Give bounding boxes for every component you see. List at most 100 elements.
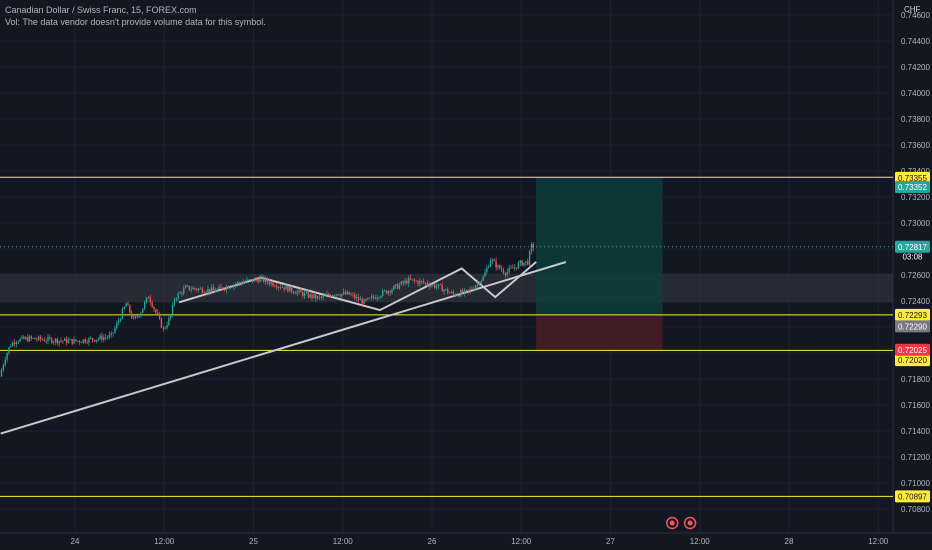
candle-body (97, 338, 99, 340)
candle-body (352, 294, 354, 296)
candle-body (378, 297, 380, 299)
candle-body (348, 291, 350, 295)
candle-body (110, 333, 112, 335)
candle-body (134, 316, 137, 319)
candle-body (51, 338, 53, 343)
candle-body (261, 276, 263, 278)
candle-body (467, 289, 469, 291)
candle-body (203, 292, 205, 294)
candle-body (515, 267, 518, 269)
symbol-title: Canadian Dollar / Swiss Franc, 15, FOREX… (5, 5, 197, 15)
candle-body (290, 286, 293, 292)
candle-body (448, 292, 451, 294)
candle-body (13, 342, 16, 344)
candle-body (307, 292, 310, 298)
candle-body (242, 282, 244, 284)
candle-body (259, 277, 261, 283)
candle-body (471, 289, 473, 290)
candle-body (88, 338, 90, 343)
candle-body (21, 336, 23, 339)
candle-body (277, 286, 280, 288)
candle-body (456, 295, 458, 297)
candle-body (474, 285, 477, 289)
candle-body (0, 369, 3, 377)
candle-body (461, 290, 464, 294)
candle-body (4, 359, 6, 365)
candle-body (69, 339, 72, 341)
candle-body (528, 251, 531, 265)
time-tick-label: 28 (785, 537, 794, 546)
candle-body (409, 277, 412, 280)
candle-body (389, 291, 391, 293)
candle-body (465, 289, 468, 291)
price-tick-label: 0.74600 (901, 11, 930, 20)
candle-body (43, 339, 45, 342)
candle-body (207, 288, 209, 293)
candle-body (447, 289, 449, 293)
candle-body (519, 260, 521, 264)
candle-body (272, 282, 274, 286)
candle-body (268, 282, 270, 285)
level-label: 0.72293 (898, 311, 927, 320)
candle-body (324, 295, 326, 297)
price-badge: 0.73352 (898, 183, 927, 192)
price-tick-label: 0.71600 (901, 401, 930, 410)
candle-body (78, 340, 81, 343)
candle-body (45, 341, 47, 342)
candle-body (387, 291, 389, 294)
price-badge-bg (895, 240, 930, 253)
level-label-bg (895, 490, 930, 503)
candle-body (504, 273, 507, 276)
candle-body (374, 297, 376, 299)
candle-body (65, 338, 68, 343)
candle-body (145, 297, 148, 303)
candle-body (225, 286, 228, 290)
candle-body (331, 295, 334, 297)
candle-body (435, 286, 438, 288)
candle-body (138, 316, 140, 317)
loss-zone (536, 314, 663, 350)
candle-body (422, 281, 425, 283)
candle-body (71, 339, 73, 344)
level-label-bg (895, 354, 930, 367)
volume-note: Vol: The data vendor doesn't provide vol… (5, 17, 266, 27)
candle-body (361, 299, 363, 304)
candle-body (303, 292, 306, 297)
candle-body (491, 259, 494, 261)
time-tick-label: 12:00 (868, 537, 889, 546)
candle-body (60, 340, 62, 342)
candle-body (231, 287, 233, 288)
candle-body (82, 339, 85, 343)
price-badge-bg (895, 320, 930, 333)
candle-body (460, 290, 462, 297)
economic-event-dot (669, 520, 675, 526)
candle-body (190, 289, 192, 291)
candle-body (381, 290, 384, 296)
candle-body (354, 294, 356, 299)
candle-body (117, 320, 120, 323)
candle-body (6, 353, 8, 360)
candle-body (173, 299, 176, 305)
candle-body (391, 289, 393, 293)
candle-body (478, 282, 481, 285)
candle-body (441, 284, 443, 292)
candle-body (262, 276, 265, 282)
candle-body (34, 338, 36, 340)
candle-body (329, 295, 332, 297)
level-label-bg (895, 308, 930, 321)
candle-body (417, 281, 419, 284)
candle-body (339, 295, 341, 297)
candle-body (502, 270, 505, 274)
price-tick-label: 0.73200 (901, 193, 930, 202)
candle-body (525, 261, 527, 263)
time-tick-label: 12:00 (511, 537, 532, 546)
candle-body (15, 342, 18, 344)
candle-body (164, 327, 166, 329)
candle-body (320, 297, 323, 299)
candle-body (179, 292, 181, 294)
candle-body (452, 291, 455, 295)
candle-body (510, 267, 512, 269)
price-tick-label: 0.74200 (901, 63, 930, 72)
